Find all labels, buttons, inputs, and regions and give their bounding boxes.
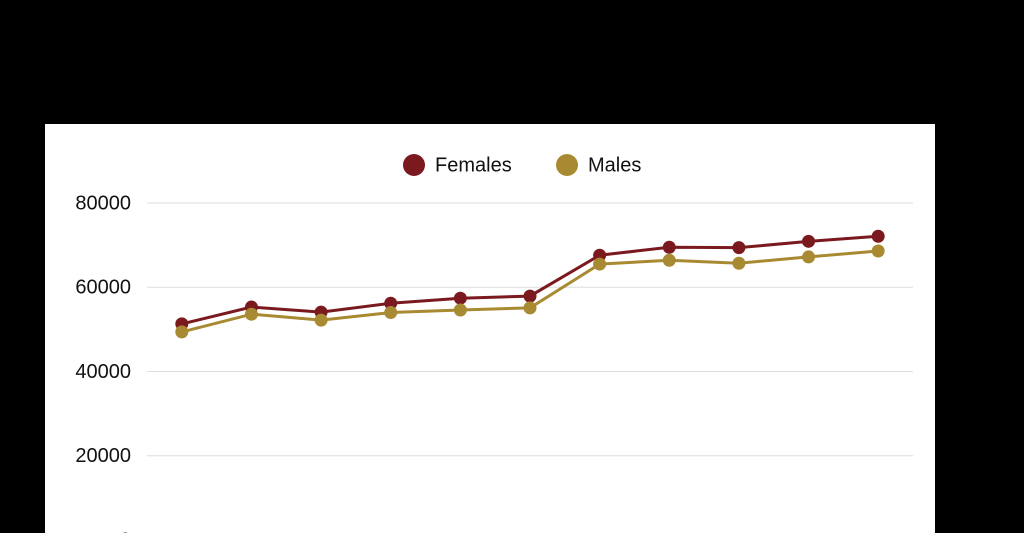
data-point	[732, 241, 746, 255]
data-point	[802, 234, 816, 248]
data-point	[662, 253, 676, 267]
legend-label: Females	[435, 154, 512, 176]
legend-marker	[403, 154, 425, 176]
data-point	[732, 256, 746, 270]
data-point	[802, 250, 816, 264]
data-point	[662, 240, 676, 254]
y-tick-label: 80000	[75, 192, 131, 214]
legend-marker	[556, 154, 578, 176]
data-point	[453, 303, 467, 317]
data-point	[593, 257, 607, 271]
y-tick-label: 60000	[75, 277, 131, 299]
y-tick-label: 0	[120, 529, 131, 533]
data-point	[523, 289, 537, 303]
data-point	[523, 301, 537, 315]
data-point	[384, 306, 398, 320]
data-point	[871, 244, 885, 258]
data-point	[244, 307, 258, 321]
y-tick-label: 20000	[75, 445, 131, 467]
y-tick-label: 40000	[75, 361, 131, 383]
data-point	[871, 229, 885, 243]
data-point	[453, 291, 467, 305]
data-point	[314, 313, 328, 327]
data-point	[175, 325, 189, 339]
legend-label: Males	[588, 154, 641, 176]
data-point	[384, 296, 398, 310]
